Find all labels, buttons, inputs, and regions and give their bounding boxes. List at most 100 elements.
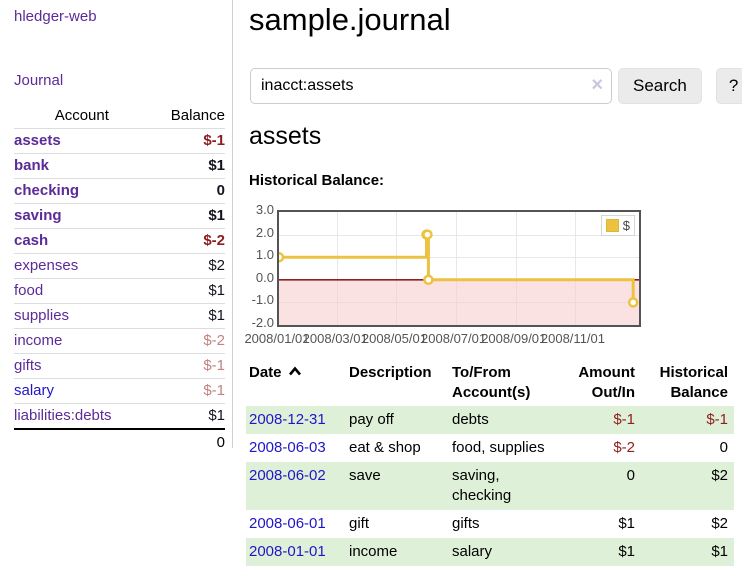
transaction-amount: $-2 xyxy=(613,439,635,456)
account-row: bank $1 xyxy=(14,153,225,179)
y-tick-label: 0.0 xyxy=(255,269,274,285)
historical-balance-chart: $ 2008/01/01 2008/03/01 2008/05/01 2008/07/… xyxy=(244,196,718,348)
account-link[interactable]: supplies xyxy=(14,307,70,324)
sort-asc-icon[interactable] xyxy=(288,366,302,377)
transaction-balance: $2 xyxy=(711,515,728,532)
register-header-amount: Amount Out/In xyxy=(578,364,635,401)
x-tick-label: 2008/11/01 xyxy=(540,331,605,346)
account-link[interactable]: saving xyxy=(14,207,62,224)
x-tick-label: 2008/09/01 xyxy=(481,331,547,346)
account-name-cell: expenses xyxy=(14,253,150,279)
register-row: 2008-12-31 pay off debts $-1 $-1 xyxy=(246,406,734,434)
data-point-marker xyxy=(627,297,639,308)
transaction-balance: $2 xyxy=(641,462,734,510)
account-link[interactable]: income xyxy=(14,332,63,349)
accounts-total-value: 0 xyxy=(149,428,225,456)
brand-link[interactable]: hledger-web xyxy=(14,8,97,25)
transaction-description: income xyxy=(346,538,449,566)
transaction-amount: $-1 xyxy=(561,406,641,434)
chart-title: Historical Balance: xyxy=(249,172,385,189)
chart-legend: $ xyxy=(600,215,635,236)
transaction-description: save xyxy=(346,462,449,510)
transaction-description: eat & shop xyxy=(349,439,421,456)
transaction-accounts: salary xyxy=(449,538,561,566)
account-link[interactable]: assets xyxy=(14,132,61,149)
register-table: Date Description To/From Account(s) Amou… xyxy=(246,360,734,566)
register-row: 2008-06-02 save saving, checking 0 $2 xyxy=(246,462,734,510)
transaction-accounts: debts xyxy=(449,406,561,434)
search-input[interactable] xyxy=(250,68,612,104)
account-row: supplies $1 xyxy=(14,303,225,329)
account-link[interactable]: salary xyxy=(14,382,55,399)
account-balance: $-1 xyxy=(149,378,225,404)
transaction-amount: 0 xyxy=(561,462,641,510)
account-link[interactable]: cash xyxy=(14,232,49,249)
transaction-date-link[interactable]: 2008-01-01 xyxy=(249,543,326,560)
account-link[interactable]: food xyxy=(14,282,44,299)
account-link[interactable]: bank xyxy=(14,157,50,174)
transaction-date-link[interactable]: 2008-12-31 xyxy=(249,411,326,428)
data-point-marker xyxy=(279,251,285,263)
accounts-table: Account Balance assets $-1 bank $1 checking 0… xyxy=(14,104,225,456)
sidebar: hledger-web Journal Account Balance asse… xyxy=(0,0,233,456)
accounts-total-spacer xyxy=(14,428,150,456)
transaction-description: pay off xyxy=(346,406,449,434)
account-balance: $-2 xyxy=(149,328,225,354)
account-row: food $1 xyxy=(14,278,225,304)
account-link[interactable]: expenses xyxy=(14,257,79,274)
account-row: cash $-2 xyxy=(14,228,225,254)
account-name-cell: cash xyxy=(14,228,150,254)
transaction-date-cell: 2008-06-01 xyxy=(246,510,346,538)
search-button[interactable]: Search xyxy=(618,68,702,104)
account-name-cell: checking xyxy=(14,178,150,204)
register-header-description: Description xyxy=(349,364,432,381)
transaction-date-link[interactable]: 2008-06-01 xyxy=(249,515,326,532)
account-row: gifts $-1 xyxy=(14,353,225,379)
account-link[interactable]: gifts xyxy=(14,357,42,374)
data-point-marker xyxy=(423,274,434,286)
clear-search-icon[interactable]: × xyxy=(591,74,603,96)
page-title: sample.journal xyxy=(249,2,451,37)
account-row: saving $1 xyxy=(14,203,225,229)
account-name-cell: supplies xyxy=(14,303,150,329)
y-tick-label: 1.0 xyxy=(255,247,274,263)
search-input-wrap: × xyxy=(250,68,612,104)
transaction-amount: $1 xyxy=(618,515,635,532)
account-balance: $1 xyxy=(149,403,225,430)
y-tick-label: -2.0 xyxy=(251,315,274,330)
sidebar-item-journal[interactable]: Journal xyxy=(14,72,64,89)
register-header-accounts: To/From Account(s) xyxy=(452,364,531,401)
register-header-balance: Historical Balance xyxy=(659,364,728,401)
register-header-date[interactable]: Date xyxy=(246,360,346,406)
negative-region-fill xyxy=(279,279,639,325)
legend-swatch xyxy=(605,219,619,232)
x-tick-label: 2008/01/01 xyxy=(244,331,310,346)
account-balance: $1 xyxy=(149,278,225,304)
register-tbody: 2008-12-31 pay off debts $-1 $-1 2008-06-03 ea… xyxy=(246,406,734,566)
transaction-balance: $-1 xyxy=(641,406,734,434)
transaction-balance: 0 xyxy=(719,439,728,456)
account-balance: $1 xyxy=(149,303,225,329)
account-balance: $2 xyxy=(149,253,225,279)
legend-label: $ xyxy=(622,218,630,233)
help-button[interactable]: ? xyxy=(715,68,742,104)
accounts-header-account: Account xyxy=(14,104,150,129)
transaction-description: gift xyxy=(349,515,370,532)
chart-plot-area[interactable]: $ xyxy=(277,210,641,327)
account-link[interactable]: checking xyxy=(14,182,80,199)
account-balance: $-2 xyxy=(149,228,225,254)
account-row: salary $-1 xyxy=(14,378,225,404)
register-row: 2008-06-03 eat & shop food, supplies $-2 0 xyxy=(246,434,734,462)
transaction-date-cell: 2008-06-03 xyxy=(246,434,346,462)
transaction-date-link[interactable]: 2008-06-03 xyxy=(249,439,326,456)
register-header-row: Date Description To/From Account(s) Amou… xyxy=(246,360,734,406)
transaction-amount: $1 xyxy=(561,538,641,566)
register-row: 2008-01-01 income salary $1 $1 xyxy=(246,538,734,566)
account-row: liabilities:debts $1 xyxy=(14,403,225,430)
y-tick-label: 2.0 xyxy=(255,224,274,240)
transaction-date-link[interactable]: 2008-06-02 xyxy=(249,467,326,484)
account-name-cell: liabilities:debts xyxy=(14,403,150,430)
x-tick-label: 2008/03/01 xyxy=(302,331,368,346)
account-balance: $1 xyxy=(149,153,225,179)
account-link[interactable]: liabilities:debts xyxy=(14,407,112,424)
